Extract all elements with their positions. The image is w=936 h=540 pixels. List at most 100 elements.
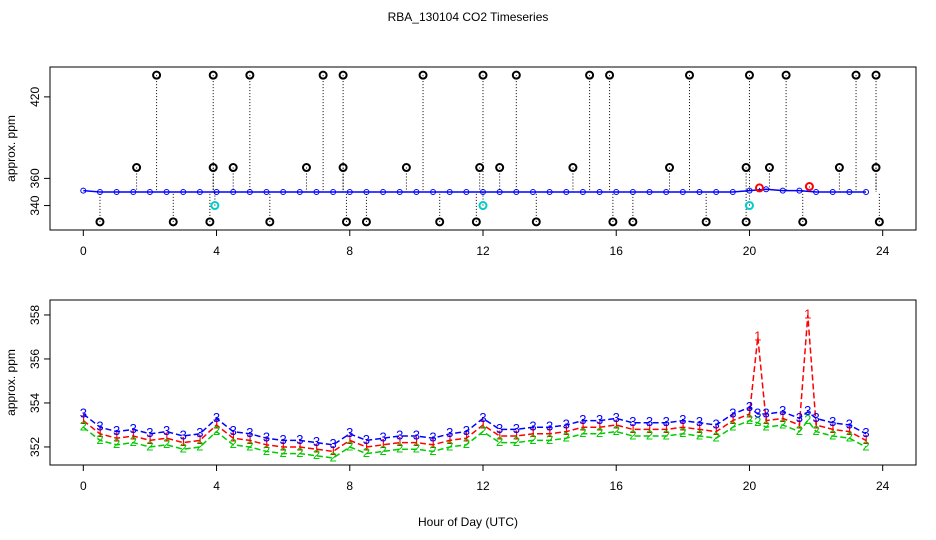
point-marker: 2 (313, 447, 320, 462)
point-marker: 1 (713, 423, 720, 438)
point-marker: 3 (713, 416, 720, 431)
point-marker: 3 (146, 425, 153, 440)
point-marker: 1 (329, 443, 336, 458)
point-marker: 3 (646, 414, 653, 429)
point-marker: 3 (513, 421, 520, 436)
point-marker: 3 (846, 416, 853, 431)
point-marker: 1 (429, 436, 436, 451)
outlier-point (834, 163, 844, 173)
point-marker: 1 (363, 438, 370, 453)
point-marker: 1 (804, 306, 811, 321)
outlier-point (228, 163, 238, 173)
data-point (663, 188, 670, 195)
point-marker: 3 (629, 414, 636, 429)
data-point (396, 188, 403, 195)
point-marker: 3 (379, 430, 386, 445)
point-marker: 3 (296, 432, 303, 447)
point-marker: 3 (613, 410, 620, 425)
outlier-point (265, 217, 275, 227)
x-tick-label: 20 (743, 479, 757, 493)
point-marker: 1 (346, 432, 353, 447)
outlier-point (754, 183, 764, 193)
data-line (82, 419, 867, 459)
point-marker: 3 (346, 425, 353, 440)
data-point (546, 188, 553, 195)
x-tick-label: 16 (610, 244, 624, 258)
point-marker: 2 (829, 427, 836, 442)
point-marker: 2 (196, 438, 203, 453)
point-marker: 1 (729, 412, 736, 427)
data-point (430, 188, 437, 195)
x-tick-label: 8 (346, 244, 353, 258)
point-marker: 1 (762, 412, 769, 427)
point-marker: 1 (246, 432, 253, 447)
point-marker: 3 (563, 416, 570, 431)
point-marker: 1 (213, 416, 220, 431)
point-marker: 1 (280, 438, 287, 453)
point-marker: 2 (679, 425, 686, 440)
data-point (446, 188, 453, 195)
point-marker: 1 (563, 423, 570, 438)
data-point (696, 188, 703, 195)
x-tick-label: 12 (476, 479, 490, 493)
y-axis-label: approx. ppm (4, 349, 18, 416)
point-marker: 1 (829, 421, 836, 436)
data-point (413, 188, 420, 195)
point-marker: 1 (613, 416, 620, 431)
data-point (796, 187, 803, 194)
point-marker: 1 (230, 430, 237, 445)
point-marker: 2 (213, 423, 220, 438)
y-tick-label: 352 (28, 437, 42, 457)
data-point (180, 188, 187, 195)
point-marker: 2 (113, 436, 120, 451)
outlier-point (741, 163, 751, 173)
outlier-point (874, 217, 884, 227)
point-marker: 1 (779, 410, 786, 425)
point-marker: 2 (613, 423, 620, 438)
data-point (729, 188, 736, 195)
point-marker: 2 (429, 443, 436, 458)
point-marker: 3 (546, 419, 553, 434)
point-marker: 2 (596, 425, 603, 440)
point-marker: 3 (529, 419, 536, 434)
point-marker: 3 (263, 430, 270, 445)
point-marker: 1 (263, 436, 270, 451)
point-marker: 1 (546, 425, 553, 440)
point-marker: 3 (413, 427, 420, 442)
point-marker: 1 (463, 430, 470, 445)
x-tick-label: 24 (876, 244, 890, 258)
data-point (296, 188, 303, 195)
outlier-point (301, 163, 311, 173)
outlier-point (741, 217, 751, 227)
outlier-point (701, 217, 711, 227)
point-marker: 1 (846, 423, 853, 438)
x-axis-label: Hour of Day (UTC) (418, 515, 518, 529)
outlier-point (511, 70, 521, 80)
point-marker: 3 (496, 421, 503, 436)
outlier-point (401, 163, 411, 173)
point-marker: 1 (296, 438, 303, 453)
point-marker: 3 (196, 425, 203, 440)
y-axis-label: approx. ppm (4, 115, 18, 182)
outlier-point (798, 217, 808, 227)
point-marker: 2 (396, 441, 403, 456)
outlier-point (471, 217, 481, 227)
outlier-point (435, 217, 445, 227)
data-point (113, 188, 120, 195)
point-marker: 1 (396, 434, 403, 449)
outlier-point (744, 201, 754, 211)
outlier-point (781, 70, 791, 80)
data-point (646, 188, 653, 195)
outlier-point (628, 217, 638, 227)
outlier-point (764, 163, 774, 173)
outlier-point (418, 70, 428, 80)
outlier-point (478, 201, 488, 211)
outlier-point (495, 163, 505, 173)
point-marker: 1 (679, 419, 686, 434)
outlier-point (205, 217, 215, 227)
point-marker: 1 (146, 432, 153, 447)
outlier-point (585, 70, 595, 80)
point-marker: 1 (746, 405, 753, 420)
outlier-point (608, 217, 618, 227)
